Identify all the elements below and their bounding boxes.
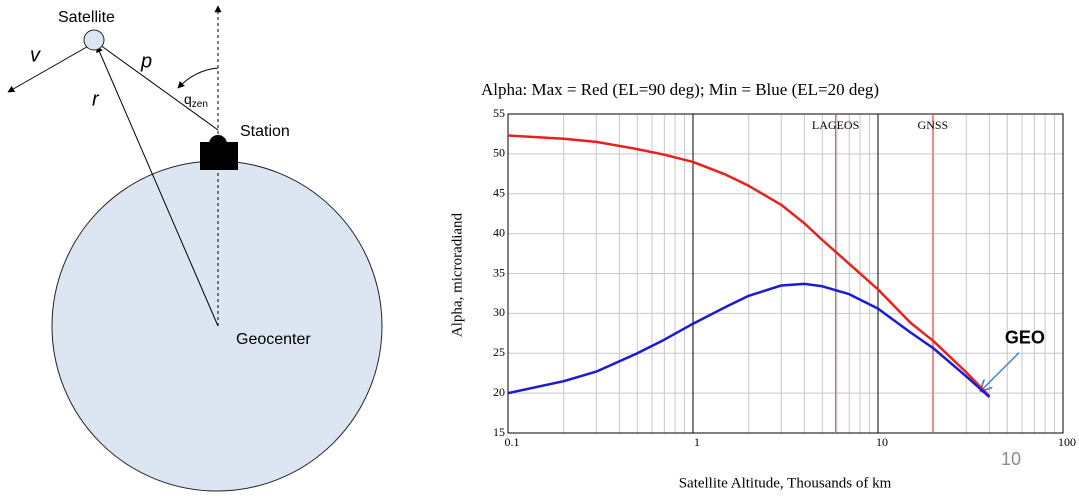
chart: Alpha: Max = Red (EL=90 deg); Min = Blue…: [449, 80, 1076, 492]
satellite-label: Satellite: [58, 9, 115, 26]
radius-label: r: [92, 88, 100, 110]
callout-label: GEO: [1005, 327, 1045, 347]
y-tick-label: 15: [493, 425, 505, 439]
range-label: p: [140, 50, 152, 72]
callout-arrow: [981, 352, 1020, 391]
satellite-icon: [83, 29, 105, 51]
station-dome: [209, 135, 227, 144]
x-tick-label: 0.1: [505, 435, 520, 449]
x-tick-label: 100: [1058, 435, 1076, 449]
plot-frame: [507, 113, 1064, 434]
x-tick-label: 10: [876, 435, 888, 449]
geocenter-label: Geocenter: [236, 331, 311, 348]
reference-label: LAGEOS: [812, 118, 859, 132]
reference-label: GNSS: [918, 118, 949, 132]
y-tick-label: 30: [493, 305, 505, 319]
y-axis-label: Alpha, microradiand: [449, 212, 465, 337]
zenith-symbol: q: [184, 91, 192, 107]
y-tick-label: 40: [493, 225, 505, 239]
x-tick-label: 1: [694, 435, 700, 449]
station-base: [200, 142, 238, 170]
range-vector: [95, 41, 219, 131]
chart-title: Alpha: Max = Red (EL=90 deg); Min = Blue…: [481, 80, 879, 99]
series-line: [507, 134, 991, 398]
zenith-angle-label: qzen: [184, 91, 208, 110]
velocity-vector: [7, 43, 93, 93]
velocity-label: v: [30, 44, 41, 66]
y-tick-label: 55: [493, 106, 505, 120]
station-label: Station: [240, 123, 290, 140]
zenith-subscript: zen: [192, 99, 208, 110]
earth: [51, 160, 383, 492]
y-tick-label: 45: [493, 186, 505, 200]
diagram: Satellite v p r qzen Station Geocenter: [7, 5, 383, 492]
x-axis-label: Satellite Altitude, Thousands of km: [679, 475, 892, 491]
y-tick-label: 20: [493, 385, 505, 399]
y-tick-label: 35: [493, 265, 505, 279]
page-number: 10: [1001, 449, 1021, 469]
angle-arc: [177, 67, 219, 89]
y-tick-label: 25: [493, 345, 505, 359]
y-tick-label: 50: [493, 146, 505, 160]
radius-vector: [96, 45, 219, 327]
series-line: [507, 282, 991, 399]
